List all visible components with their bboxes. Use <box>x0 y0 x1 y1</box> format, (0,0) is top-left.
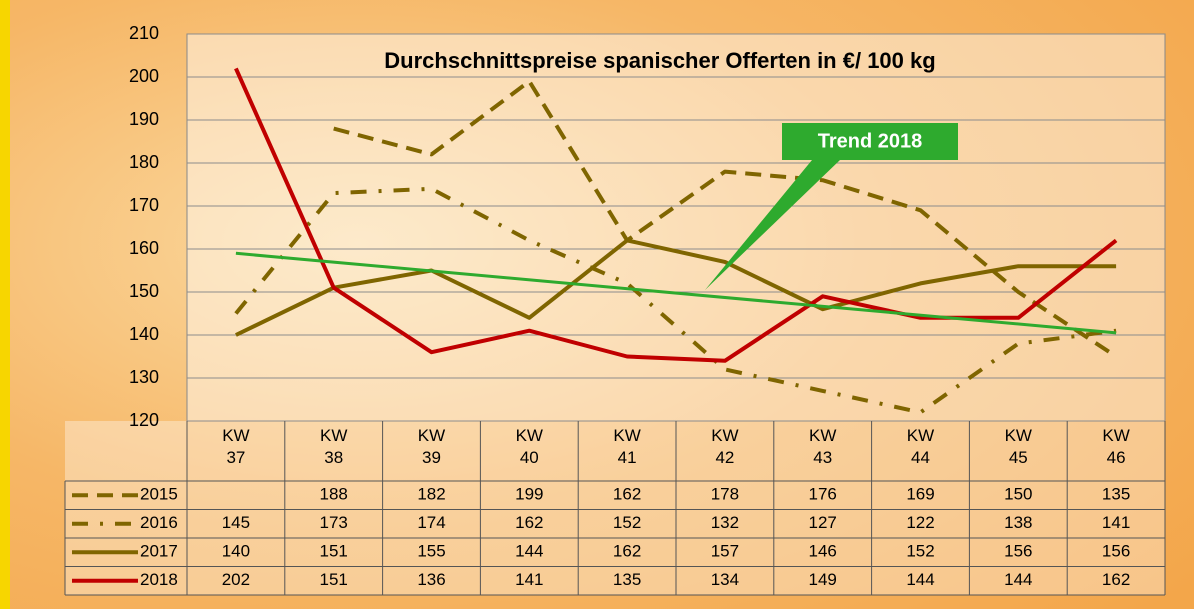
x-tick-cell: KW 41 <box>578 425 676 477</box>
table-value: 156 <box>1102 542 1130 561</box>
table-value: 144 <box>906 570 934 589</box>
left-border <box>0 0 10 609</box>
chart-title: Durchschnittspreise spanischer Offerten … <box>384 48 935 73</box>
table-value: 182 <box>417 485 445 504</box>
x-tick-label: KW 39 <box>413 425 450 469</box>
table-value: 151 <box>320 570 348 589</box>
table-value: 150 <box>1004 485 1032 504</box>
table-value: 135 <box>613 570 641 589</box>
x-tick-cell: KW 39 <box>383 425 481 477</box>
y-tick-label: 160 <box>129 238 159 258</box>
legend-label: 2015 <box>140 485 178 504</box>
table-value: 176 <box>809 485 837 504</box>
table-value: 141 <box>1102 513 1130 532</box>
table-value: 132 <box>711 513 739 532</box>
table-value: 144 <box>515 542 543 561</box>
x-tick-label: KW 42 <box>706 425 743 469</box>
table-value: 144 <box>1004 570 1032 589</box>
table-value: 149 <box>809 570 837 589</box>
table-value: 152 <box>613 513 641 532</box>
table-value: 199 <box>515 485 543 504</box>
table-value: 152 <box>906 542 934 561</box>
x-tick-label: KW 40 <box>511 425 548 469</box>
table-value: 173 <box>320 513 348 532</box>
table-value: 156 <box>1004 542 1032 561</box>
x-tick-label: KW 41 <box>608 425 645 469</box>
table-value: 155 <box>417 542 445 561</box>
table-value: 122 <box>906 513 934 532</box>
table-value: 134 <box>711 570 739 589</box>
table-value: 188 <box>320 485 348 504</box>
x-tick-cell: KW 46 <box>1067 425 1165 477</box>
table-value: 141 <box>515 570 543 589</box>
y-tick-label: 140 <box>129 324 159 344</box>
x-tick-cell: KW 43 <box>774 425 872 477</box>
y-tick-label: 130 <box>129 367 159 387</box>
y-tick-label: 120 <box>129 410 159 430</box>
table-value: 169 <box>906 485 934 504</box>
callout-label: Trend 2018 <box>818 130 923 152</box>
table-value: 157 <box>711 542 739 561</box>
table-value: 174 <box>417 513 445 532</box>
table-value: 138 <box>1004 513 1032 532</box>
table-value: 135 <box>1102 485 1130 504</box>
x-tick-label: KW 44 <box>902 425 939 469</box>
x-tick-label: KW 45 <box>1000 425 1037 469</box>
chart: Durchschnittspreise spanischer Offerten … <box>0 0 1194 609</box>
legend-label: 2017 <box>140 542 178 561</box>
x-tick-label: KW 46 <box>1097 425 1134 469</box>
table-value: 202 <box>222 570 250 589</box>
plot-area <box>187 34 1165 421</box>
table-value: 146 <box>809 542 837 561</box>
table-value: 136 <box>417 570 445 589</box>
table-value: 162 <box>613 542 641 561</box>
x-tick-cell: KW 44 <box>872 425 970 477</box>
legend-label: 2016 <box>140 513 178 532</box>
table-value: 178 <box>711 485 739 504</box>
x-tick-label: KW 38 <box>315 425 352 469</box>
x-tick-cell: KW 38 <box>285 425 383 477</box>
legend-label: 2018 <box>140 570 178 589</box>
table-value: 140 <box>222 542 250 561</box>
y-tick-label: 180 <box>129 152 159 172</box>
x-tick-label: KW 43 <box>804 425 841 469</box>
y-tick-label: 190 <box>129 109 159 129</box>
x-tick-cell: KW 42 <box>676 425 774 477</box>
table-value: 127 <box>809 513 837 532</box>
x-tick-cell: KW 40 <box>480 425 578 477</box>
x-tick-cell: KW 37 <box>187 425 285 477</box>
table-value: 162 <box>515 513 543 532</box>
y-tick-label: 210 <box>129 23 159 43</box>
x-tick-cell: KW 45 <box>969 425 1067 477</box>
table-value: 162 <box>613 485 641 504</box>
table-value: 145 <box>222 513 250 532</box>
y-tick-label: 200 <box>129 66 159 86</box>
x-tick-label: KW 37 <box>217 425 254 469</box>
table-value: 151 <box>320 542 348 561</box>
y-tick-label: 150 <box>129 281 159 301</box>
y-tick-label: 170 <box>129 195 159 215</box>
table-value: 162 <box>1102 570 1130 589</box>
